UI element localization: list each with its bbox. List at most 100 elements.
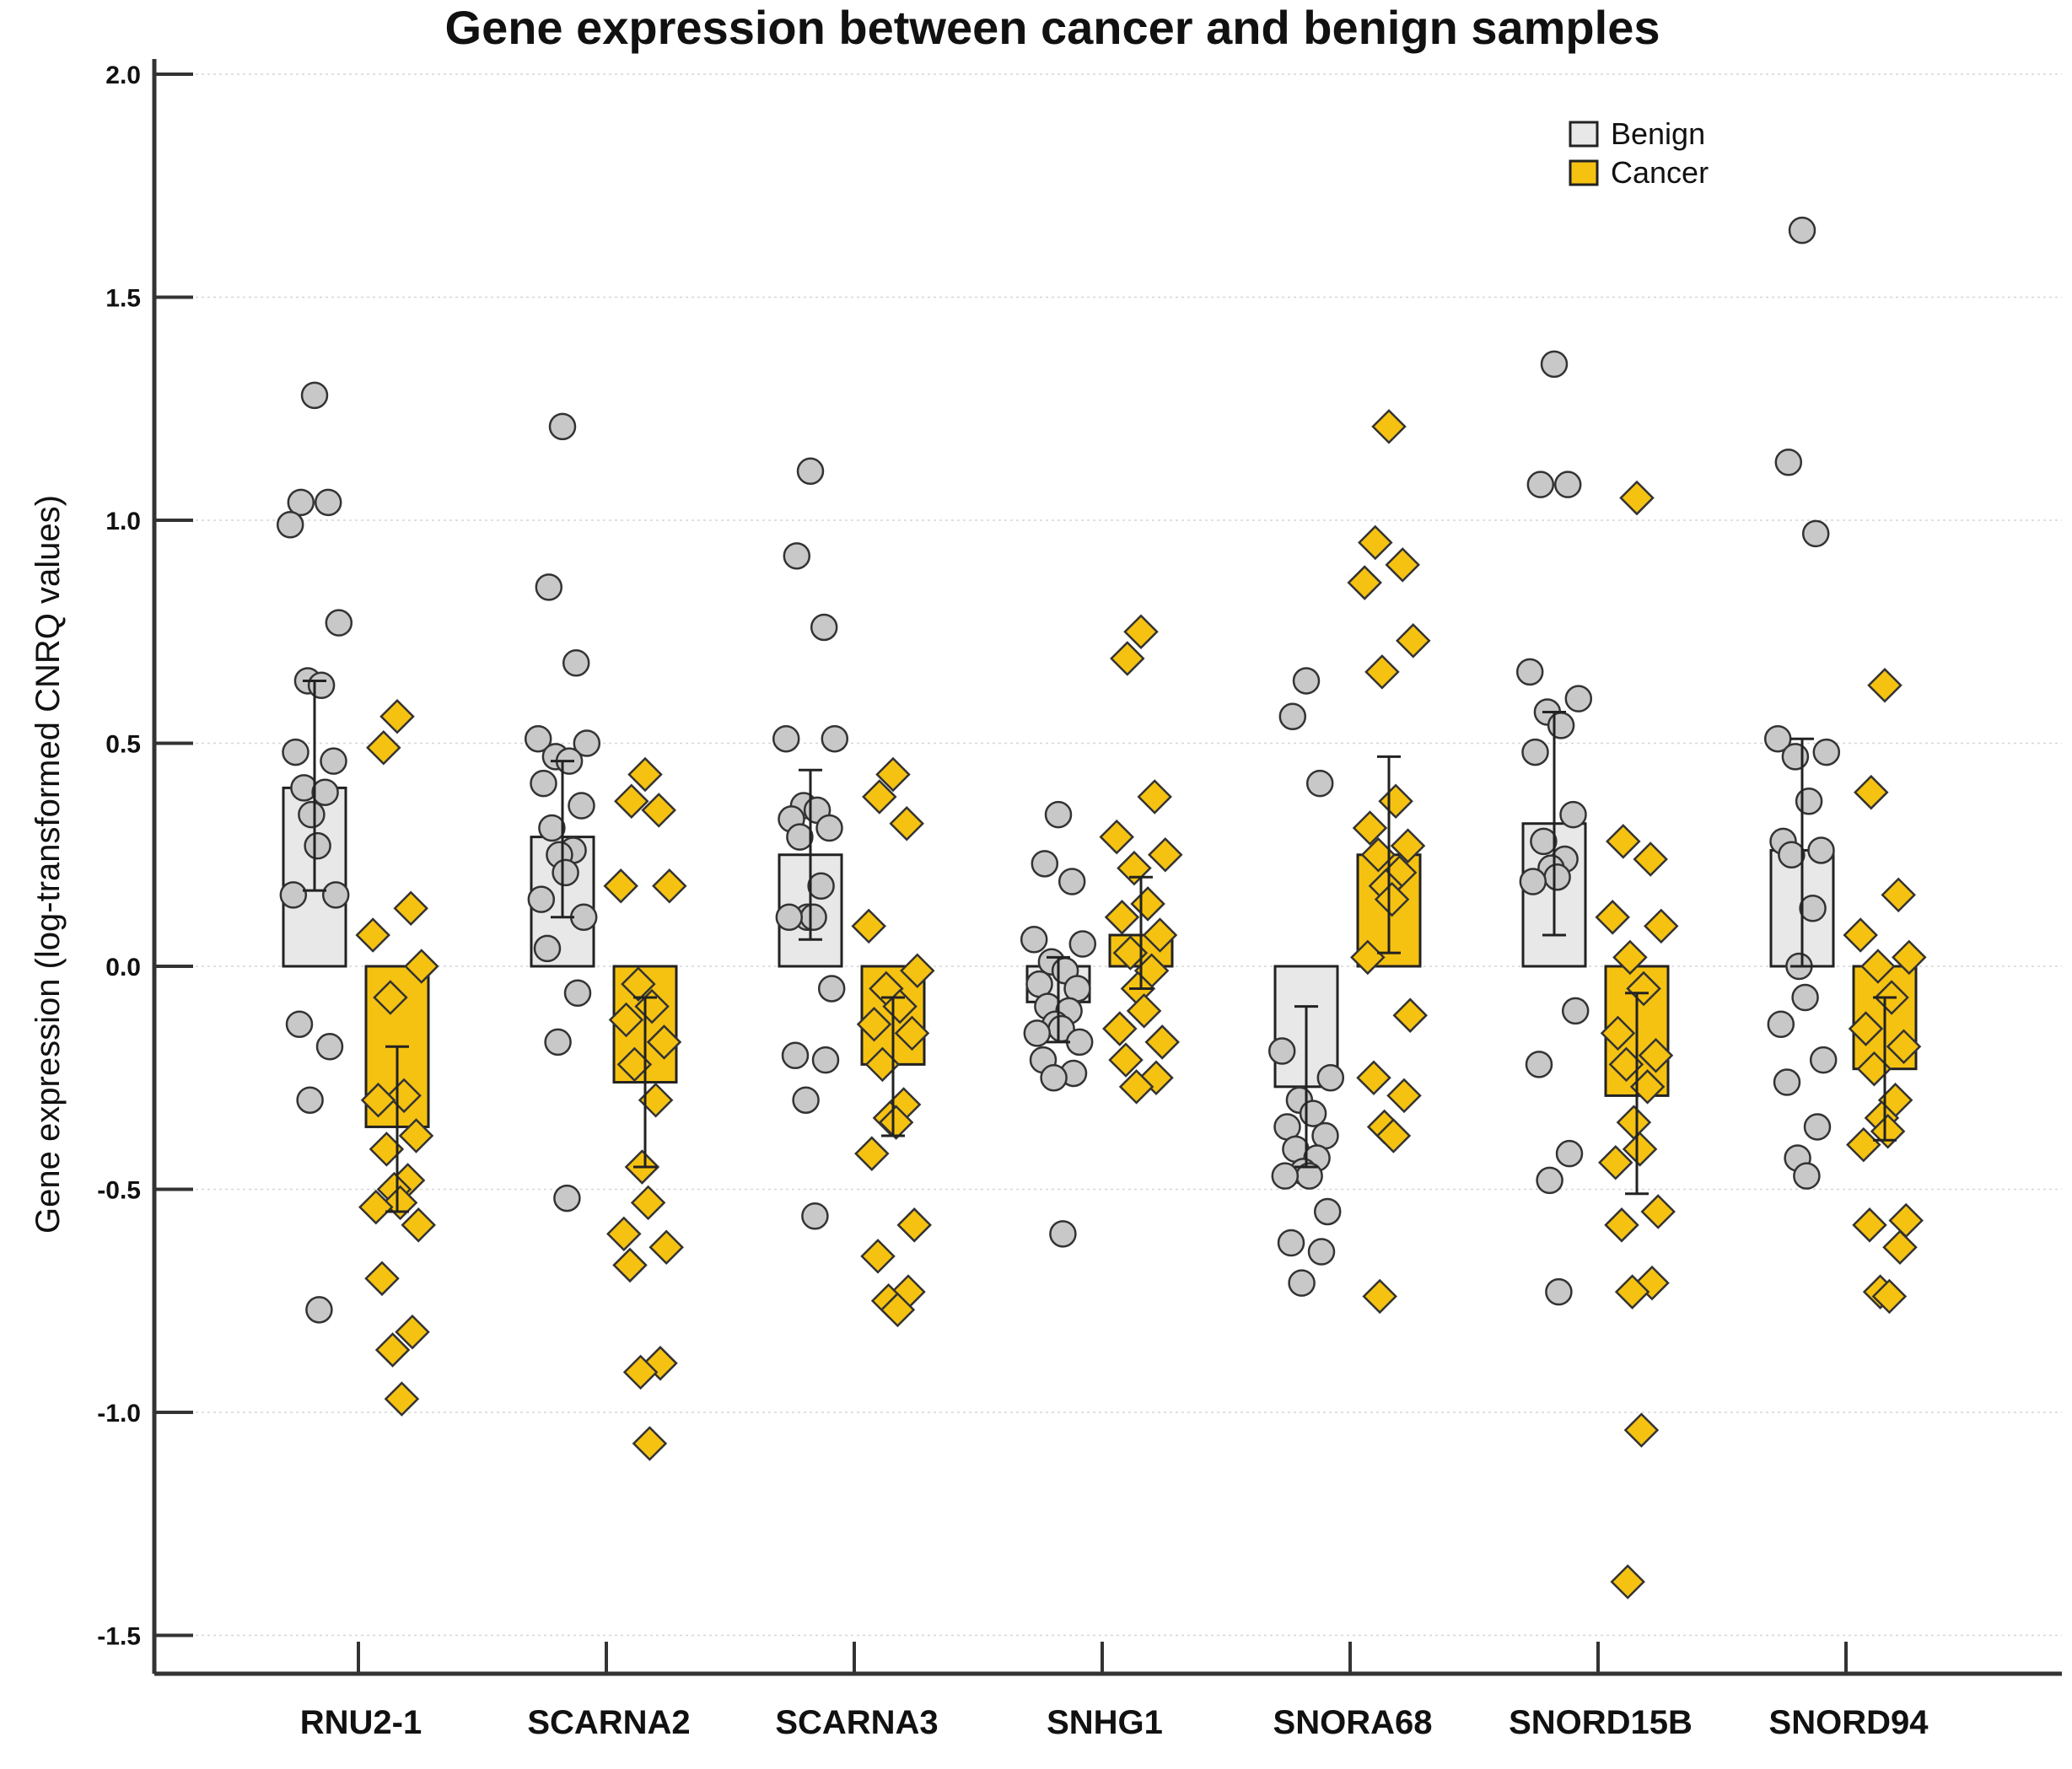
point-benign	[562, 649, 590, 677]
point-cancer	[1871, 1278, 1908, 1315]
point-cancer	[1595, 900, 1630, 935]
point-benign	[1288, 1269, 1316, 1297]
point-cancer	[896, 1207, 932, 1243]
legend-label-cancer: Cancer	[1611, 155, 1709, 190]
point-cancer	[1117, 850, 1152, 886]
point-benign	[1058, 868, 1086, 895]
point-cancer	[1614, 1274, 1650, 1309]
point-benign	[307, 671, 336, 699]
point-cancer	[1600, 1015, 1636, 1051]
point-benign	[1020, 926, 1048, 954]
point-benign	[1553, 470, 1582, 498]
point-cancer	[366, 730, 401, 766]
point-benign	[772, 724, 800, 753]
point-cancer	[894, 1015, 930, 1051]
point-cancer	[374, 1332, 411, 1368]
point-cancer	[1104, 900, 1140, 935]
point-cancer	[880, 1292, 916, 1328]
point-cancer	[1843, 917, 1878, 953]
point-benign	[325, 609, 353, 637]
point-cancer	[1364, 654, 1400, 690]
y-tick-label: 1.0	[105, 508, 141, 535]
point-benign	[276, 511, 304, 539]
axis-layer: 2.0 1.5 1.0 0.5 0.0 -0.5 -1.0 -1.5 RNU2-1 SCARNA2…	[97, 59, 2062, 1741]
point-cancer	[1867, 667, 1902, 703]
point-cancer	[851, 908, 886, 944]
point-benign	[1564, 685, 1593, 712]
point-cancer	[632, 1426, 668, 1461]
point-benign	[1774, 448, 1803, 476]
point-cancer	[1610, 1564, 1645, 1600]
point-cancer	[860, 1239, 896, 1274]
point-cancer	[1598, 1144, 1633, 1180]
point-cancer	[1099, 819, 1134, 855]
point-benign	[298, 800, 326, 829]
point-cancer	[1623, 1412, 1660, 1448]
point-cancer	[360, 1082, 396, 1118]
point-benign	[538, 814, 566, 842]
y-tick-label: -1.0	[97, 1400, 141, 1428]
point-benign	[1543, 863, 1571, 891]
point-cancer	[1881, 877, 1916, 913]
point-benign	[1313, 1197, 1342, 1226]
point-cancer	[856, 1007, 892, 1042]
point-benign	[1049, 1220, 1077, 1248]
point-benign	[817, 975, 846, 1003]
y-tick-label: -1.5	[97, 1623, 141, 1651]
point-benign	[1540, 350, 1569, 379]
point-benign	[1547, 712, 1575, 739]
point-cancer	[395, 1315, 430, 1350]
point-cancer	[1640, 1194, 1676, 1229]
point-benign	[535, 573, 563, 601]
point-benign	[1773, 1068, 1801, 1096]
point-cancer	[875, 756, 911, 793]
point-cancer	[1622, 1132, 1658, 1167]
point-benign	[1778, 841, 1806, 868]
point-benign	[320, 747, 347, 775]
point-cancer	[1110, 641, 1145, 676]
point-benign	[1271, 1162, 1300, 1190]
point-cancer	[364, 1261, 400, 1297]
legend-label-benign: Benign	[1611, 116, 1705, 151]
point-benign	[1781, 743, 1810, 771]
point-benign	[304, 831, 331, 860]
point-benign	[1526, 470, 1555, 498]
point-benign	[810, 613, 838, 642]
point-benign	[300, 381, 329, 410]
point-benign	[792, 1086, 820, 1114]
point-cancer	[878, 1105, 914, 1140]
point-cancer	[1392, 997, 1428, 1033]
point-benign	[1536, 1166, 1563, 1195]
point-cancer	[614, 783, 649, 820]
point-cancer	[862, 779, 897, 815]
point-cancer	[627, 756, 663, 793]
point-cancer	[1619, 480, 1655, 516]
point-benign	[1023, 1019, 1052, 1047]
point-cancer	[649, 1229, 684, 1266]
point-benign	[1561, 997, 1590, 1025]
point-cancer	[358, 1189, 394, 1225]
point-benign	[1799, 894, 1827, 922]
point-benign	[524, 724, 552, 753]
point-benign	[1812, 738, 1841, 766]
x-tick-label: SNORD94	[1769, 1704, 1929, 1741]
legend-swatch-cancer	[1569, 159, 1599, 186]
point-benign	[1277, 1229, 1305, 1257]
point-benign	[1809, 1046, 1838, 1074]
x-tick-label: SNORD15B	[1509, 1704, 1693, 1741]
point-benign	[296, 1086, 324, 1114]
point-benign	[548, 412, 577, 441]
point-benign	[801, 1202, 829, 1230]
point-benign	[799, 903, 827, 932]
point-benign	[1040, 1064, 1068, 1092]
point-cancer	[1606, 824, 1641, 859]
point-layer	[276, 216, 1927, 1600]
legend: Benign Cancer	[1569, 116, 1709, 190]
point-benign	[1515, 658, 1544, 686]
x-tick-label: SNHG1	[1047, 1704, 1163, 1741]
point-benign	[783, 542, 811, 570]
point-cancer	[854, 1136, 890, 1171]
point-cancer	[1137, 779, 1172, 815]
point-cancer	[379, 698, 415, 734]
